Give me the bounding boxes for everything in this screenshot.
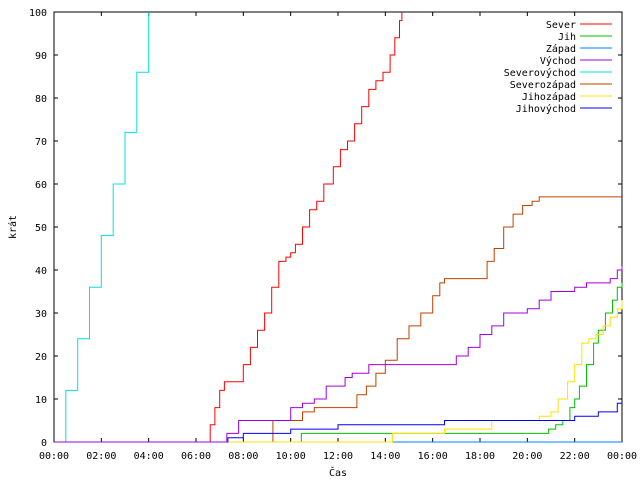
- y-tick-label: 20: [35, 352, 47, 363]
- x-tick-label: 08:00: [228, 451, 258, 462]
- y-tick-label: 80: [35, 94, 47, 105]
- x-tick-label: 14:00: [370, 451, 400, 462]
- legend-label: Jih: [558, 32, 576, 43]
- x-tick-label: 10:00: [276, 451, 306, 462]
- y-tick-label: 0: [41, 438, 47, 449]
- y-tick-label: 40: [35, 266, 47, 277]
- x-tick-label: 20:00: [512, 451, 542, 462]
- y-tick-label: 10: [35, 395, 47, 406]
- legend-label: Jihozápad: [522, 91, 576, 103]
- y-tick-label: 50: [35, 223, 47, 234]
- x-tick-label: 06:00: [181, 451, 211, 462]
- legend-label: Severozápad: [510, 79, 576, 91]
- series-line-jih: [54, 282, 623, 443]
- y-tick-label: 90: [35, 51, 47, 62]
- legend: SeverJihZápadVýchodSeverovýchodSeverozáp…: [504, 20, 612, 115]
- y-tick-label: 100: [29, 8, 47, 19]
- x-tick-label: 02:00: [86, 451, 116, 462]
- legend-label: Jihovýchod: [516, 103, 576, 115]
- series-layer: [54, 12, 623, 443]
- series-line-východ: [54, 265, 623, 443]
- series-line-jihovýchod: [54, 402, 622, 443]
- legend-label: Severovýchod: [504, 67, 576, 79]
- x-tick-label: 04:00: [134, 451, 164, 462]
- y-axis-label: krát: [7, 215, 19, 239]
- series-line-jihozápad: [54, 300, 623, 443]
- y-tick-label: 60: [35, 180, 47, 191]
- y-tick-label: 70: [35, 137, 47, 148]
- series-line-severozápad: [54, 196, 622, 443]
- series-line-sever: [54, 12, 403, 443]
- axis-ticks: 00:00 02:00 04:00 06:00 08:00 10:00 12:00 14:00…: [29, 8, 637, 462]
- series-line-severovýchod: [54, 12, 150, 443]
- x-axis-label: Čas: [329, 466, 347, 479]
- x-tick-label: 22:00: [560, 451, 590, 462]
- legend-label: Sever: [546, 20, 576, 31]
- legend-label: Západ: [546, 43, 576, 55]
- x-tick-label: 12:00: [323, 451, 353, 462]
- legend-label: Východ: [540, 55, 576, 67]
- x-tick-label: 16:00: [418, 451, 448, 462]
- x-tick-label: 00:00: [39, 451, 69, 462]
- x-tick-label: 18:00: [465, 451, 495, 462]
- x-tick-label: 00:00: [607, 451, 637, 462]
- y-tick-label: 30: [35, 309, 47, 320]
